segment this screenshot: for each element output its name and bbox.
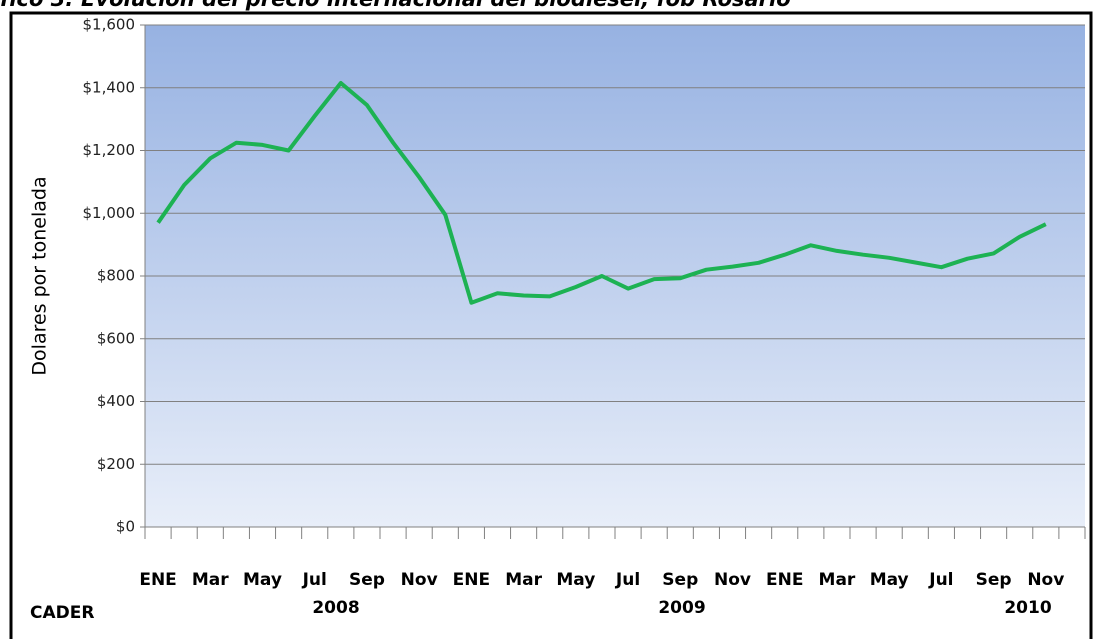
x-tick-label: Sep bbox=[976, 570, 1012, 590]
year-label: 2010 bbox=[1004, 598, 1051, 618]
x-tick-label: Jul bbox=[928, 570, 953, 590]
x-tick-label: Nov bbox=[1027, 570, 1064, 590]
y-tick-label: $1,400 bbox=[83, 78, 136, 96]
x-tick-label: ENE bbox=[766, 570, 803, 590]
x-tick-label: ENE bbox=[453, 570, 490, 590]
x-tick-label: Sep bbox=[662, 570, 698, 590]
year-label: 2009 bbox=[658, 598, 705, 618]
y-axis-label: Dolares por tonelada bbox=[29, 176, 51, 375]
x-tick-label: ENE bbox=[139, 570, 176, 590]
y-tick-label: $1,200 bbox=[83, 141, 136, 159]
x-tick-label: Sep bbox=[349, 570, 385, 590]
y-tick-label: $1,000 bbox=[83, 204, 136, 222]
y-tick-label: $600 bbox=[97, 329, 135, 347]
y-tick-label: $1,600 bbox=[83, 16, 136, 34]
frame bbox=[9, 11, 1093, 643]
x-tick-label: May bbox=[243, 570, 282, 590]
series-line bbox=[156, 81, 1047, 305]
source-label: CADER bbox=[30, 603, 94, 623]
year-label: 2008 bbox=[312, 598, 359, 618]
x-tick-label: Mar bbox=[819, 570, 856, 590]
x-tick-label: Mar bbox=[192, 570, 229, 590]
x-tick-label: Mar bbox=[505, 570, 542, 590]
y-tick-label: $200 bbox=[97, 455, 135, 473]
chart-title: fico 3: Evolución del precio internacion… bbox=[0, 0, 791, 11]
x-tick-label: May bbox=[870, 570, 909, 590]
x-tick-label: May bbox=[556, 570, 595, 590]
y-tick-label: $0 bbox=[116, 518, 135, 536]
x-tick-label: Nov bbox=[401, 570, 438, 590]
y-tick-label: $800 bbox=[97, 267, 135, 285]
x-tick-label: Nov bbox=[714, 570, 751, 590]
y-tick-label: $400 bbox=[97, 392, 135, 410]
x-tick-label: Jul bbox=[615, 570, 640, 590]
x-tick-label: Jul bbox=[302, 570, 327, 590]
